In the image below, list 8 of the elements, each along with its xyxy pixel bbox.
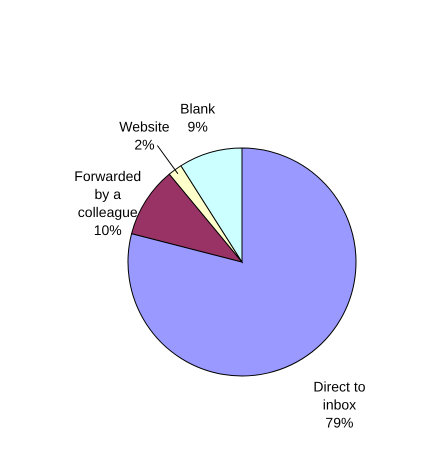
data-label: 9% <box>188 118 208 134</box>
data-label: 10% <box>94 222 122 238</box>
data-label: 2% <box>134 136 155 153</box>
data-label: 79% <box>325 414 354 431</box>
slice-label: Forwarded by a colleague <box>74 168 142 220</box>
slice-label: Direct to inbox <box>313 378 366 413</box>
slice-label: Website <box>119 118 170 135</box>
slice-label: Blank <box>180 100 216 116</box>
